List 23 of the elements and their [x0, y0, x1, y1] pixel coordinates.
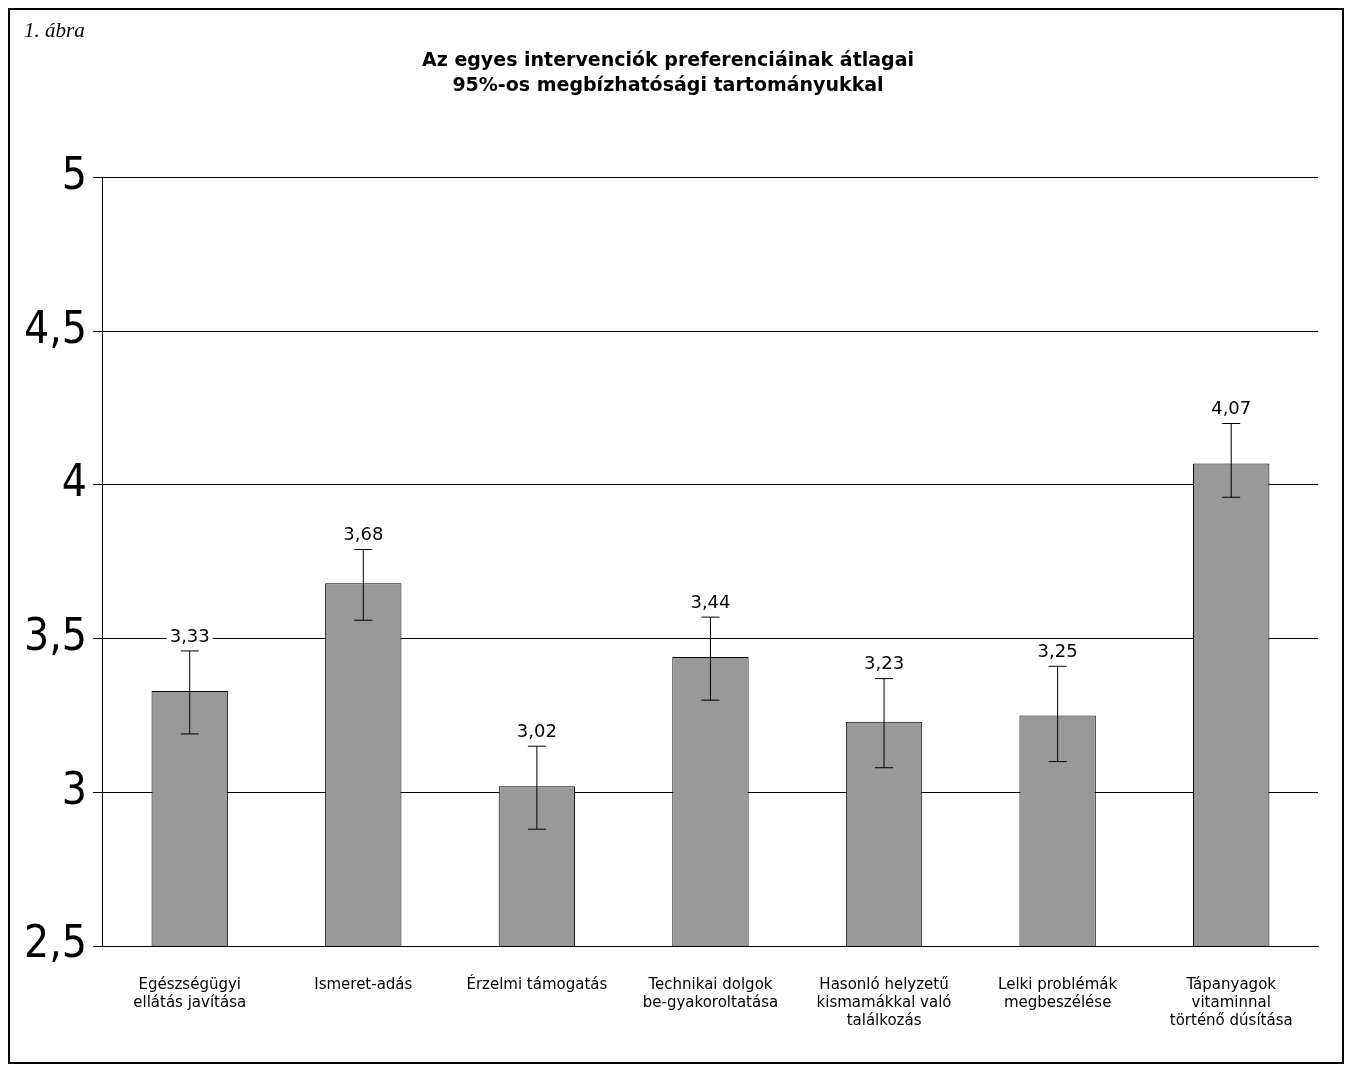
y-tick-label: 3	[61, 762, 87, 814]
text: 1. ábra	[24, 18, 85, 43]
y-tick-label: 3,5	[23, 609, 87, 661]
data-label: 4,07	[1211, 397, 1252, 419]
data-label: 3,44	[690, 590, 731, 612]
data-label: 3,23	[864, 652, 905, 674]
y-tick-label: 2,5	[23, 916, 87, 968]
x-tick-label: Technikai dolgok be-gyakoroltatása	[642, 974, 779, 1011]
y-tick-label: 4,5	[23, 301, 87, 353]
data-label: 3,33	[169, 624, 210, 646]
data-label: 3,25	[1037, 639, 1078, 661]
y-tick-label: 4	[61, 455, 87, 507]
x-tick-label: Hasonló helyzetű kismamákkal való találkozás	[816, 974, 952, 1029]
chart-subtitle: 95%-os megbízhatósági tartományukkal	[452, 73, 884, 96]
chart-title: Az egyes intervenciók preferenciáinak átlagai	[422, 48, 914, 71]
data-label: 3,68	[343, 523, 384, 545]
x-tick-label: Tápanyagok vitaminnal történő dúsítása	[1169, 974, 1293, 1029]
x-tick-label: Egészségügyi ellátás javítása	[133, 974, 247, 1011]
x-tick-label: Ismeret-adás	[314, 974, 413, 993]
x-tick-label: Lelki problémák megbeszélése	[998, 974, 1118, 1011]
data-label: 3,02	[516, 719, 557, 741]
y-tick-label: 5	[61, 148, 87, 200]
x-tick-label: Érzelmi támogatás	[466, 973, 608, 993]
